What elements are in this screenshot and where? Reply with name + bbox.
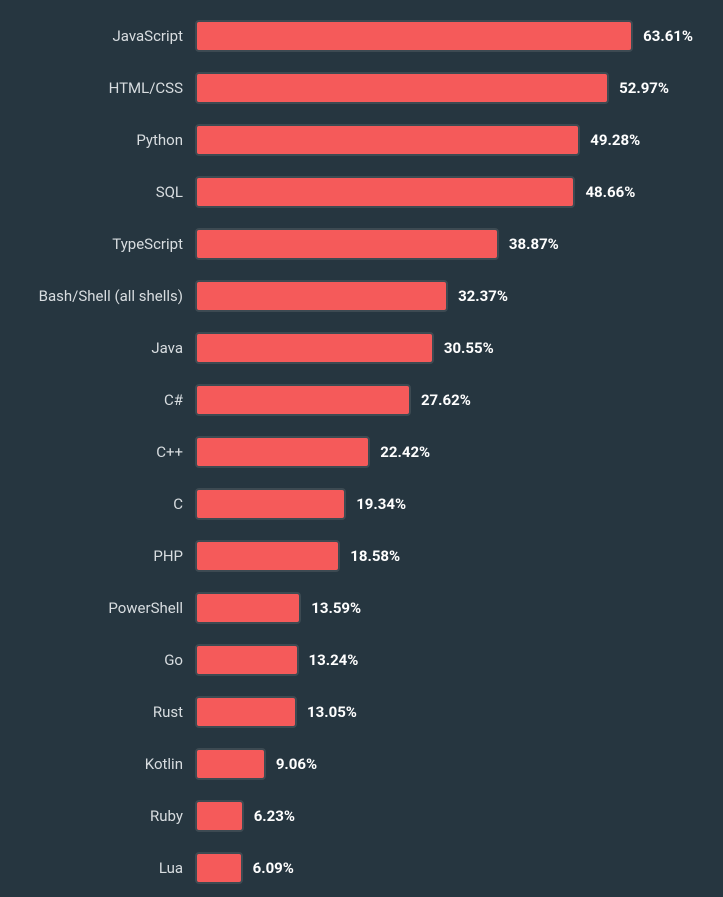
chart-row-value: 52.97% (619, 79, 669, 97)
chart-bar-container: 30.55% (195, 332, 693, 364)
chart-row-label: Kotlin (0, 755, 195, 773)
chart-row-value: 6.23% (254, 807, 295, 825)
chart-bar-container: 22.42% (195, 436, 693, 468)
chart-row: PowerShell 13.59% (0, 592, 693, 624)
chart-row-label: TypeScript (0, 235, 195, 253)
chart-row-label: Bash/Shell (all shells) (0, 287, 195, 305)
chart-bar-container: 13.59% (195, 592, 693, 624)
chart-bar (195, 280, 448, 312)
chart-row: PHP 18.58% (0, 540, 693, 572)
chart-bar-container: 49.28% (195, 124, 693, 156)
chart-bar-container: 27.62% (195, 384, 693, 416)
chart-row: Rust 13.05% (0, 696, 693, 728)
chart-bar-container: 18.58% (195, 540, 693, 572)
chart-row: Bash/Shell (all shells) 32.37% (0, 280, 693, 312)
chart-bar-container: 38.87% (195, 228, 693, 260)
chart-row-label: Ruby (0, 807, 195, 825)
chart-bar-container: 48.66% (195, 176, 693, 208)
chart-row-value: 13.24% (309, 651, 359, 669)
chart-bar-container: 52.97% (195, 72, 693, 104)
chart-bar (195, 488, 346, 520)
chart-bar-container: 6.23% (195, 800, 693, 832)
chart-row: C 19.34% (0, 488, 693, 520)
chart-row-label: PowerShell (0, 599, 195, 617)
chart-bar (195, 384, 411, 416)
chart-row-label: Go (0, 651, 195, 669)
chart-bar (195, 20, 633, 52)
chart-bar (195, 644, 299, 676)
chart-row-value: 6.09% (253, 859, 294, 877)
chart-row-label: Python (0, 131, 195, 149)
chart-row-value: 38.87% (509, 235, 559, 253)
chart-bar (195, 124, 580, 156)
chart-row-label: Rust (0, 703, 195, 721)
chart-row: Ruby 6.23% (0, 800, 693, 832)
chart-row-value: 13.59% (311, 599, 361, 617)
chart-bar (195, 852, 243, 884)
chart-row-label: C (0, 495, 195, 513)
chart-bar-container: 63.61% (195, 20, 693, 52)
chart-bar (195, 332, 434, 364)
chart-bar-container: 6.09% (195, 852, 693, 884)
chart-bar (195, 436, 370, 468)
chart-row: C# 27.62% (0, 384, 693, 416)
chart-row-label: JavaScript (0, 27, 195, 45)
chart-row-value: 30.55% (444, 339, 494, 357)
chart-row-label: C# (0, 391, 195, 409)
chart-row-label: C++ (0, 443, 195, 461)
chart-row: Python 49.28% (0, 124, 693, 156)
language-usage-chart: JavaScript 63.61% HTML/CSS 52.97% Python 49.2… (0, 20, 693, 877)
chart-bar (195, 228, 499, 260)
chart-row: TypeScript 38.87% (0, 228, 693, 260)
chart-bar (195, 800, 244, 832)
chart-row-value: 19.34% (356, 495, 406, 513)
chart-row: Java 30.55% (0, 332, 693, 364)
chart-row: C++ 22.42% (0, 436, 693, 468)
chart-row: SQL 48.66% (0, 176, 693, 208)
chart-row-label: Java (0, 339, 195, 357)
chart-row-label: Lua (0, 859, 195, 877)
chart-row-value: 63.61% (643, 27, 693, 45)
chart-row-value: 18.58% (350, 547, 400, 565)
chart-bar-container: 19.34% (195, 488, 693, 520)
chart-row-value: 13.05% (307, 703, 357, 721)
chart-row: JavaScript 63.61% (0, 20, 693, 52)
chart-row-value: 48.66% (585, 183, 635, 201)
chart-row-label: SQL (0, 183, 195, 201)
chart-row-value: 9.06% (276, 755, 317, 773)
chart-bar-container: 32.37% (195, 280, 693, 312)
chart-bar (195, 176, 575, 208)
chart-bar (195, 540, 340, 572)
chart-row-value: 32.37% (458, 287, 508, 305)
chart-row: Go 13.24% (0, 644, 693, 676)
chart-bar (195, 592, 301, 624)
chart-bar (195, 748, 266, 780)
chart-bar-container: 9.06% (195, 748, 693, 780)
chart-row: Lua 6.09% (0, 852, 693, 884)
chart-row-value: 27.62% (421, 391, 471, 409)
chart-bar-container: 13.24% (195, 644, 693, 676)
chart-bar (195, 696, 297, 728)
chart-row: Kotlin 9.06% (0, 748, 693, 780)
chart-row-value: 49.28% (590, 131, 640, 149)
chart-bar-container: 13.05% (195, 696, 693, 728)
chart-row-value: 22.42% (380, 443, 430, 461)
chart-row-label: PHP (0, 547, 195, 565)
chart-bar (195, 72, 609, 104)
chart-row: HTML/CSS 52.97% (0, 72, 693, 104)
chart-row-label: HTML/CSS (0, 79, 195, 97)
